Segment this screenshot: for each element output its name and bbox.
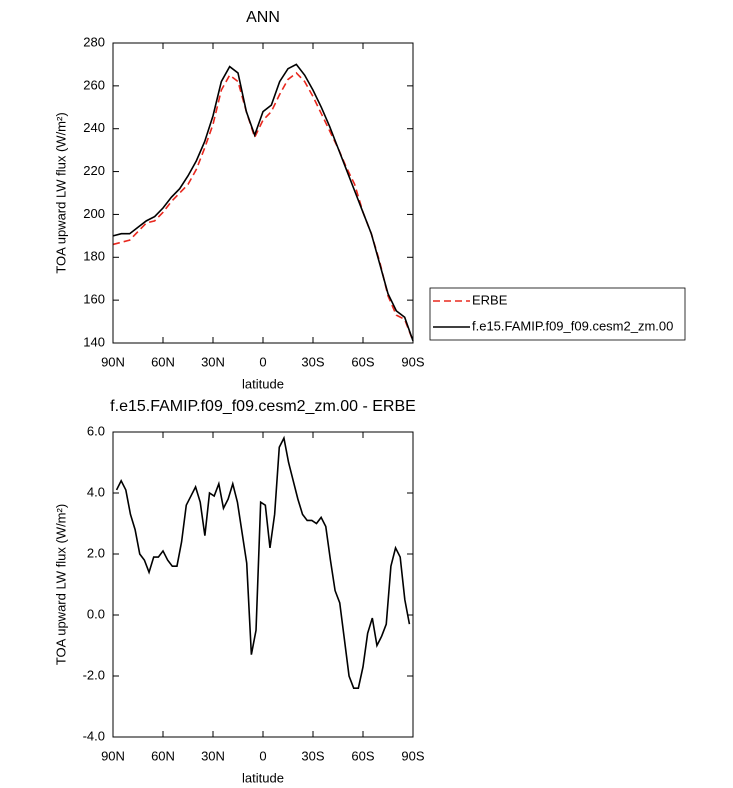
x-axis-label: latitude [242,770,284,785]
x-tick-label: 30S [301,354,324,369]
x-tick-label: 60N [151,354,175,369]
x-tick-label: 90N [101,748,125,763]
x-axis-label: latitude [242,376,284,391]
x-tick-label: 90S [401,748,424,763]
y-tick-label: 6.0 [87,423,105,438]
y-tick-label: -4.0 [83,728,105,743]
x-tick-label: 60S [351,354,374,369]
y-tick-label: -2.0 [83,667,105,682]
y-tick-label: 280 [83,34,105,49]
y-tick-label: 160 [83,292,105,307]
legend-label: f.e15.FAMIP.f09_f09.cesm2_zm.00 [472,318,673,333]
y-tick-label: 220 [83,163,105,178]
x-tick-label: 60N [151,748,175,763]
legend-label: ERBE [472,292,508,307]
chart-title: ANN [246,9,280,26]
x-tick-label: 90N [101,354,125,369]
y-tick-label: 0.0 [87,606,105,621]
x-tick-label: 60S [351,748,374,763]
legend-box [429,287,686,341]
y-tick-label: 4.0 [87,484,105,499]
x-tick-label: 30S [301,748,324,763]
x-tick-label: 0 [259,748,266,763]
y-axis-label: TOA upward LW flux (W/m²) [53,504,68,665]
plot-frame [112,431,414,738]
y-tick-label: 240 [83,120,105,135]
chart-title: f.e15.FAMIP.f09_f09.cesm2_zm.00 - ERBE [110,398,416,415]
data-line [115,435,411,689]
x-tick-label: 30N [201,354,225,369]
data-line [112,63,414,342]
y-tick-label: 260 [83,77,105,92]
y-tick-label: 2.0 [87,545,105,560]
x-tick-label: 90S [401,354,424,369]
x-tick-label: 0 [259,354,266,369]
y-axis-label: TOA upward LW flux (W/m²) [53,112,68,273]
x-tick-label: 30N [201,748,225,763]
y-tick-label: 140 [83,334,105,349]
plot-frame [112,42,414,344]
y-tick-label: 180 [83,249,105,264]
y-tick-label: 200 [83,206,105,221]
